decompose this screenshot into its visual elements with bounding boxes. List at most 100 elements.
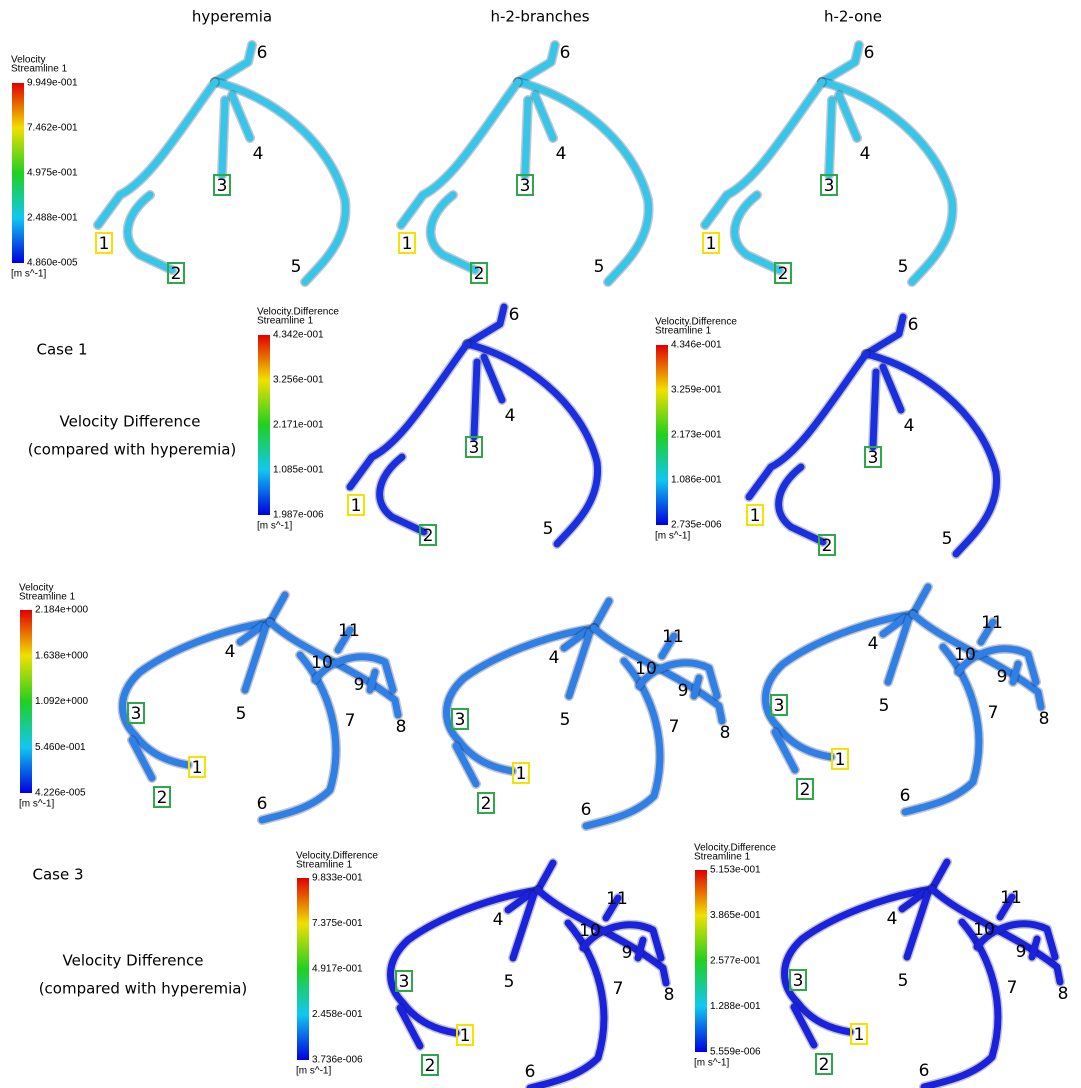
vessel-label: 11: [338, 621, 360, 641]
colorbar-tick: 1.085e-001: [273, 465, 324, 476]
vessel-label: 1: [516, 764, 527, 784]
colorbar: [297, 878, 309, 1060]
vessel-label: 2: [157, 788, 168, 808]
vessel: [484, 357, 502, 400]
vessel: [530, 923, 604, 1088]
vessel-label: 6: [919, 1061, 930, 1081]
column-header: hyperemia: [192, 8, 272, 26]
vessel-label: 8: [664, 985, 675, 1005]
vessel: [905, 647, 979, 812]
colorbar: [656, 345, 668, 525]
vessel-label: 10: [954, 645, 976, 665]
colorbar-unit: [m s^-1]: [694, 1058, 729, 1069]
colorbar-title: Streamline 1: [694, 852, 751, 863]
vessel: [431, 195, 475, 270]
vessel: [924, 922, 998, 1087]
vessel-label: 6: [257, 43, 268, 63]
case-description: (compared with hyperemia): [28, 441, 237, 459]
vessel-label: 7: [613, 979, 624, 999]
vessel: [370, 672, 375, 690]
colorbar: [12, 83, 24, 263]
vessel-label: 5: [898, 257, 909, 277]
vessel-label: 4: [549, 648, 560, 668]
vessel-label: 1: [706, 234, 717, 254]
vessel: [883, 367, 901, 410]
vessel-label: 4: [253, 144, 264, 164]
vessel-label: 3: [469, 438, 480, 458]
vessel-label: 11: [1000, 888, 1022, 908]
colorbar-tick: 4.346e-001: [671, 340, 722, 351]
vessel-label: 2: [800, 780, 811, 800]
vessel-label: 7: [988, 703, 999, 723]
vessel-label: 8: [1039, 709, 1050, 729]
colorbar-tick: 1.092e+000: [35, 696, 89, 707]
colorbar-tick: 2.458e-001: [312, 1009, 363, 1020]
colorbar: [20, 610, 32, 793]
vessel-label: 2: [778, 264, 789, 284]
colorbar-tick: 1.288e-001: [710, 1001, 761, 1012]
case-description: Velocity Difference: [60, 413, 201, 431]
vessel-label: 6: [560, 43, 571, 63]
vessel: [694, 678, 699, 696]
vessel-label: 4: [556, 144, 567, 164]
vessel-label: 4: [887, 909, 898, 929]
colorbar-title: Streamline 1: [11, 64, 68, 75]
vessel-label: 6: [581, 800, 592, 820]
colorbar-tick: 2.488e-001: [27, 213, 78, 224]
colorbar: [695, 870, 707, 1052]
vessel: [1013, 664, 1018, 682]
vessel-label: 9: [354, 675, 365, 695]
colorbar-tick: 4.975e-001: [27, 168, 78, 179]
vessel: [735, 195, 779, 270]
vessel-label: 6: [257, 794, 268, 814]
case-label: Case 3: [32, 866, 83, 884]
vessel: [401, 82, 518, 225]
vessel-panel: 643125: [747, 315, 997, 556]
vessel-label: 3: [399, 972, 410, 992]
vessel: [262, 655, 336, 820]
colorbar-unit: [m s^-1]: [257, 521, 292, 532]
colorbar-tick: 1.987e-006: [273, 510, 324, 521]
vessel-label: 5: [236, 704, 247, 724]
colorbar-title: Streamline 1: [296, 860, 353, 871]
vessel-label: 6: [908, 315, 919, 335]
vessel-panel: 1110987453126: [785, 862, 1069, 1087]
colorbar-tick: 2.173e-001: [671, 430, 722, 441]
vessel-panel: 643125: [399, 43, 649, 284]
colorbar: [258, 335, 270, 515]
vessel-label: 3: [217, 176, 228, 196]
colorbar-tick: 3.865e-001: [710, 910, 761, 921]
vessel-label: 9: [678, 681, 689, 701]
colorbar-tick: 2.184e+000: [35, 605, 89, 616]
vessel-label: 10: [635, 659, 657, 679]
vessel-label: 1: [351, 496, 362, 516]
vessel: [705, 82, 822, 225]
vessel-label: 7: [669, 717, 680, 737]
colorbar-unit: [m s^-1]: [296, 1066, 331, 1077]
vessel-label: 3: [824, 176, 835, 196]
vessel-label: 8: [720, 723, 731, 743]
colorbar-tick: 2.735e-006: [671, 520, 722, 531]
colorbar-tick: 3.259e-001: [671, 385, 722, 396]
vessel-label: 4: [505, 406, 516, 426]
colorbar-unit: [m s^-1]: [19, 799, 54, 810]
vessel-label: 6: [525, 1062, 536, 1082]
vessel-label: 11: [606, 889, 628, 909]
colorbar-tick: 4.917e-001: [312, 964, 363, 975]
vessel-label: 9: [997, 667, 1008, 687]
colorbar-tick: 1.086e-001: [671, 475, 722, 486]
vessel-label: 5: [594, 257, 605, 277]
vessel: [638, 940, 643, 958]
vessel-label: 2: [822, 536, 833, 556]
vessel: [839, 95, 857, 138]
vessel-label: 2: [474, 264, 485, 284]
vessel-label: 5: [543, 519, 554, 539]
colorbar-tick: 4.342e-001: [273, 330, 324, 341]
colorbar-tick: 5.460e-001: [35, 742, 86, 753]
case-label: Case 1: [36, 341, 87, 359]
vessel-label: 5: [942, 529, 953, 549]
vessel-label: 4: [868, 634, 879, 654]
vessel-label: 2: [423, 526, 434, 546]
vessel-panel: 643125: [348, 305, 598, 546]
